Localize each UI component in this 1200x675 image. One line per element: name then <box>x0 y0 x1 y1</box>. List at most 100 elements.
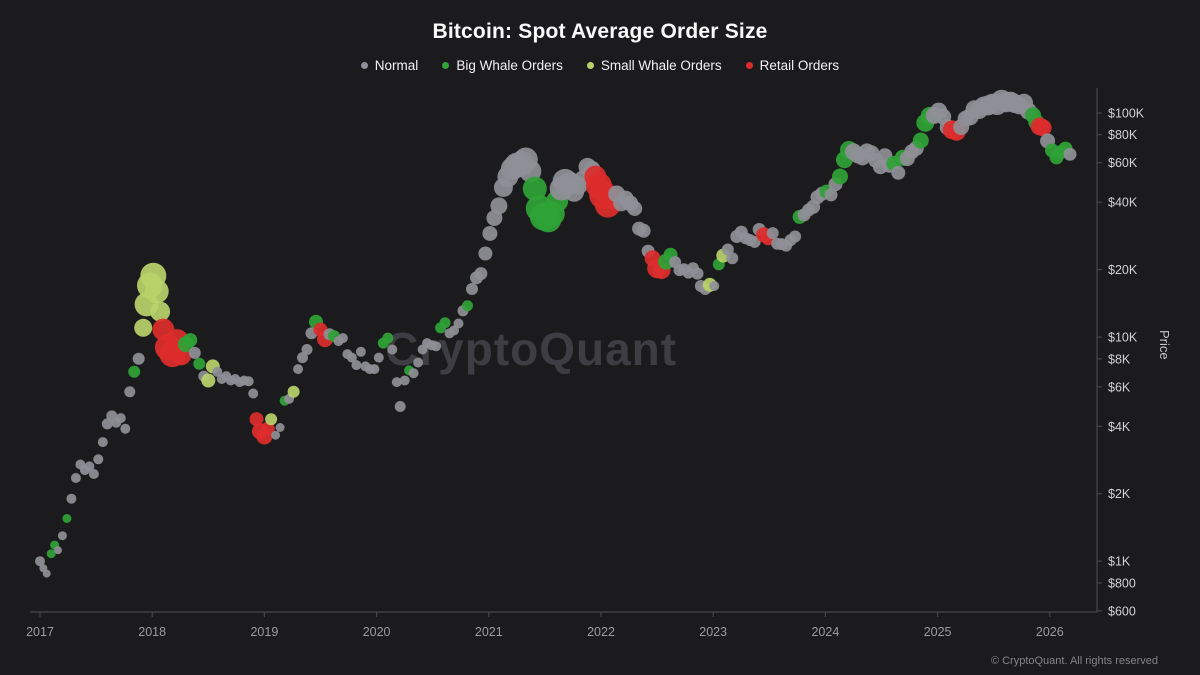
data-point <box>188 346 201 359</box>
data-point <box>70 473 81 483</box>
y-tick-label: $8K <box>1108 352 1131 366</box>
data-point <box>1063 147 1077 161</box>
legend-label: Big Whale Orders <box>456 58 563 73</box>
data-point <box>66 493 77 504</box>
data-point <box>293 364 304 375</box>
data-point <box>260 421 275 436</box>
data-point <box>115 413 126 424</box>
data-point <box>132 352 145 365</box>
x-axis: 2017 2018 2019 2020 2021 2022 2023 2024 2025 2026 <box>26 611 1097 639</box>
data-point <box>248 388 259 399</box>
data-point <box>84 461 95 472</box>
y-tick-label: $6K <box>1108 380 1131 394</box>
data-point <box>453 318 464 329</box>
y-tick-label: $100K <box>1108 107 1145 121</box>
data-point <box>891 165 906 180</box>
data-point <box>54 546 62 555</box>
data-point <box>93 454 104 465</box>
x-tick-label: 2026 <box>1036 625 1064 639</box>
y-tick-label: $600 <box>1108 604 1136 618</box>
data-point <box>346 352 357 363</box>
data-point <box>399 375 410 386</box>
legend-dot <box>586 62 594 69</box>
legend-dot <box>745 62 753 69</box>
data-point <box>301 344 313 355</box>
y-axis-title: Price <box>1157 330 1172 360</box>
data-point <box>265 413 278 426</box>
data-point <box>636 223 651 238</box>
legend-label: Retail Orders <box>759 58 840 73</box>
chart-title: Bitcoin: Spot Average Order Size <box>432 20 768 43</box>
data-point <box>193 357 206 370</box>
data-point <box>478 246 493 261</box>
data-point <box>120 423 131 434</box>
data-point <box>201 373 216 388</box>
x-tick-label: 2019 <box>250 625 278 639</box>
data-point <box>490 197 508 215</box>
data-point <box>351 360 362 371</box>
data-point <box>150 301 171 322</box>
data-point <box>408 368 419 379</box>
copyright-text: © CryptoQuant. All rights reserved <box>990 655 1158 667</box>
data-point <box>789 230 802 243</box>
data-point <box>522 176 547 201</box>
data-point <box>391 377 402 388</box>
y-tick-label: $20K <box>1108 263 1138 277</box>
scatter-points <box>35 89 1077 578</box>
x-tick-label: 2025 <box>924 625 952 639</box>
x-tick-label: 2022 <box>587 625 615 639</box>
legend-item-normal[interactable]: Normal <box>360 58 419 73</box>
data-point <box>482 226 498 241</box>
legend-item-small-whale-orders[interactable]: Small Whale Orders <box>586 58 722 73</box>
y-tick-label: $40K <box>1108 196 1138 210</box>
data-point <box>462 300 473 312</box>
legend-item-big-whale-orders[interactable]: Big Whale Orders <box>442 58 563 73</box>
legend-item-retail-orders[interactable]: Retail Orders <box>745 58 840 73</box>
data-point <box>382 332 394 344</box>
x-tick-label: 2017 <box>26 625 54 639</box>
data-point <box>62 514 72 523</box>
x-tick-label: 2021 <box>475 625 503 639</box>
data-point <box>144 279 169 304</box>
data-point <box>431 341 442 352</box>
data-point <box>57 531 67 541</box>
data-point <box>35 556 45 567</box>
data-point <box>287 385 300 398</box>
data-point <box>726 252 739 265</box>
data-point <box>46 549 56 559</box>
legend-label: Normal <box>374 58 419 73</box>
x-tick-label: 2024 <box>811 625 839 639</box>
data-point <box>355 346 366 357</box>
data-point <box>101 418 113 430</box>
data-point <box>394 401 406 412</box>
data-point <box>88 469 99 479</box>
data-point <box>832 168 848 185</box>
data-point <box>439 317 451 329</box>
legend-label: Small Whale Orders <box>600 58 722 73</box>
data-point <box>337 333 348 344</box>
data-point <box>1034 119 1052 137</box>
data-point <box>243 376 254 387</box>
data-point <box>271 430 281 440</box>
data-point <box>128 365 141 378</box>
data-point <box>275 423 285 432</box>
data-point <box>413 357 424 368</box>
data-point <box>627 201 643 216</box>
data-point <box>466 283 478 295</box>
data-point <box>42 569 51 578</box>
x-tick-label: 2020 <box>363 625 391 639</box>
y-axis: $600 $800 $1K $2K $4K $6K $8K $10K $20K $40K $60K $… <box>1096 88 1145 618</box>
data-point <box>691 267 704 280</box>
y-tick-label: $4K <box>1108 420 1131 434</box>
data-point <box>249 412 264 427</box>
data-point <box>387 344 398 355</box>
x-tick-label: 2023 <box>699 625 727 639</box>
y-tick-label: $80K <box>1108 128 1138 142</box>
y-tick-label: $1K <box>1108 555 1131 569</box>
legend-dot <box>360 62 368 69</box>
x-tick-label: 2018 <box>138 625 166 639</box>
data-point <box>766 227 779 240</box>
data-point <box>373 352 384 363</box>
